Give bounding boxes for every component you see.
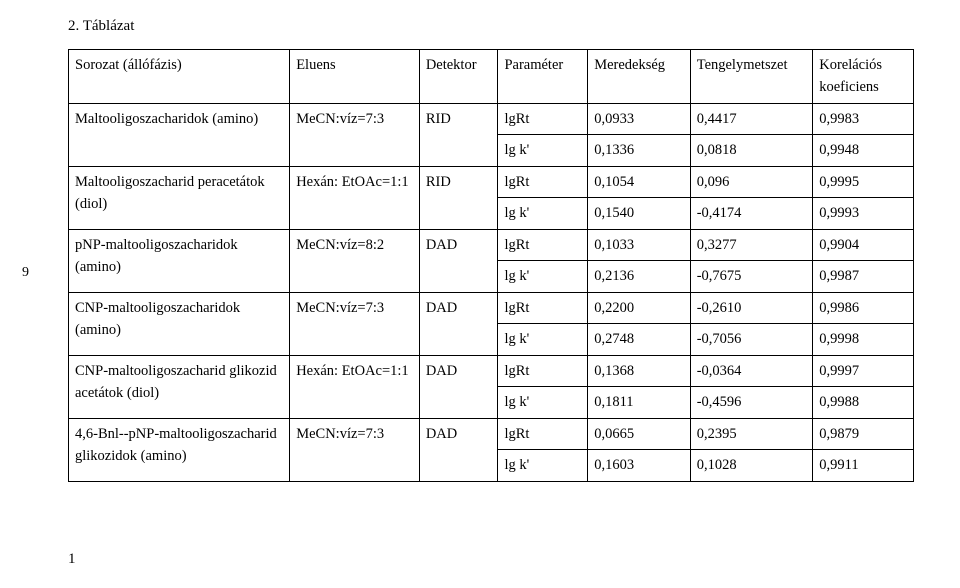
cell-series-line2: acetátok (diol) — [75, 385, 159, 401]
cell-param: lg k' — [498, 387, 588, 418]
cell-detector: DAD — [419, 229, 498, 292]
cell-corr: 0,9993 — [813, 198, 914, 229]
cell-intercept: 0,096 — [690, 166, 813, 197]
cell-corr: 0,9997 — [813, 355, 914, 386]
col-corr-line2: koeficiens — [819, 79, 879, 95]
table-row: CNP-maltooligoszacharid glikozid acetáto… — [69, 355, 914, 386]
col-detector: Detektor — [419, 50, 498, 104]
cell-param: lg k' — [498, 261, 588, 292]
col-param: Paraméter — [498, 50, 588, 104]
cell-slope: 0,2748 — [588, 324, 691, 355]
cell-corr: 0,9983 — [813, 103, 914, 134]
cell-param: lg k' — [498, 198, 588, 229]
cell-detector: RID — [419, 166, 498, 229]
table-row: pNP-maltooligoszacharidok (amino) MeCN:v… — [69, 229, 914, 260]
table-header-row: Sorozat (állófázis) Eluens Detektor Para… — [69, 50, 914, 104]
cell-series-line2: glikozidok (amino) — [75, 448, 187, 464]
cell-detector: DAD — [419, 418, 498, 481]
cell-intercept: -0,2610 — [690, 292, 813, 323]
cell-intercept: 0,0818 — [690, 135, 813, 166]
cell-slope: 0,2136 — [588, 261, 691, 292]
col-series: Sorozat (állófázis) — [69, 50, 290, 104]
table-row: Maltooligoszacharid peracetátok (diol) H… — [69, 166, 914, 197]
cell-series-line1: CNP-maltooligoszacharidok — [75, 300, 240, 316]
cell-slope: 0,1368 — [588, 355, 691, 386]
cell-corr: 0,9987 — [813, 261, 914, 292]
cell-series-line2: (diol) — [75, 196, 107, 212]
col-eluent: Eluens — [290, 50, 420, 104]
col-corr-line1: Korelációs — [819, 57, 882, 73]
cell-slope: 0,1540 — [588, 198, 691, 229]
cell-param: lg k' — [498, 450, 588, 481]
cell-param: lgRt — [498, 418, 588, 449]
cell-corr: 0,9904 — [813, 229, 914, 260]
cell-slope: 0,1811 — [588, 387, 691, 418]
col-intercept: Tengelymetszet — [690, 50, 813, 104]
cell-param: lg k' — [498, 324, 588, 355]
cell-eluent: MeCN:víz=7:3 — [290, 292, 420, 355]
cell-detector: DAD — [419, 292, 498, 355]
cell-eluent: Hexán: EtOAc=1:1 — [290, 355, 420, 418]
cell-series: CNP-maltooligoszacharid glikozid acetáto… — [69, 355, 290, 418]
col-slope: Meredekség — [588, 50, 691, 104]
cell-intercept: 0,1028 — [690, 450, 813, 481]
cell-detector: DAD — [419, 355, 498, 418]
cell-intercept: -0,4596 — [690, 387, 813, 418]
cell-corr: 0,9948 — [813, 135, 914, 166]
cell-param: lg k' — [498, 135, 588, 166]
cell-slope: 0,0933 — [588, 103, 691, 134]
cell-eluent: Hexán: EtOAc=1:1 — [290, 166, 420, 229]
cell-slope: 0,1054 — [588, 166, 691, 197]
cell-slope: 0,0665 — [588, 418, 691, 449]
table-row: Maltooligoszacharidok (amino) MeCN:víz=7… — [69, 103, 914, 134]
cell-intercept: -0,7056 — [690, 324, 813, 355]
cell-slope: 0,1033 — [588, 229, 691, 260]
cell-param: lgRt — [498, 166, 588, 197]
table-caption: 2. Táblázat — [68, 18, 914, 35]
cell-corr: 0,9998 — [813, 324, 914, 355]
cell-intercept: -0,0364 — [690, 355, 813, 386]
table-row: 4,6-Bnl--pNP-maltooligoszacharid glikozi… — [69, 418, 914, 449]
cell-series: Maltooligoszacharid peracetátok (diol) — [69, 166, 290, 229]
cell-eluent: MeCN:víz=7:3 — [290, 103, 420, 166]
cell-series-line2: (amino) — [75, 322, 121, 338]
cell-series: Maltooligoszacharidok (amino) — [69, 103, 290, 166]
cell-series-line1: CNP-maltooligoszacharid glikozid — [75, 363, 277, 379]
cell-series: 4,6-Bnl--pNP-maltooligoszacharid glikozi… — [69, 418, 290, 481]
cell-param: lgRt — [498, 355, 588, 386]
cell-series-line1: Maltooligoszacharid peracetátok — [75, 174, 265, 190]
cell-slope: 0,2200 — [588, 292, 691, 323]
data-table: Sorozat (állófázis) Eluens Detektor Para… — [68, 49, 914, 482]
cell-series-line1: 4,6-Bnl--pNP-maltooligoszacharid — [75, 426, 277, 442]
cell-param: lgRt — [498, 103, 588, 134]
footer-marker: 1 — [68, 551, 76, 568]
cell-param: lgRt — [498, 292, 588, 323]
table-row: CNP-maltooligoszacharidok (amino) MeCN:v… — [69, 292, 914, 323]
cell-corr: 0,9988 — [813, 387, 914, 418]
cell-detector: RID — [419, 103, 498, 166]
cell-series: pNP-maltooligoszacharidok (amino) — [69, 229, 290, 292]
cell-param: lgRt — [498, 229, 588, 260]
cell-slope: 0,1603 — [588, 450, 691, 481]
cell-eluent: MeCN:víz=7:3 — [290, 418, 420, 481]
cell-slope: 0,1336 — [588, 135, 691, 166]
cell-corr: 0,9986 — [813, 292, 914, 323]
cell-intercept: 0,3277 — [690, 229, 813, 260]
cell-intercept: -0,4174 — [690, 198, 813, 229]
cell-corr: 0,9995 — [813, 166, 914, 197]
cell-intercept: 0,4417 — [690, 103, 813, 134]
col-corr: Korelációs koeficiens — [813, 50, 914, 104]
cell-eluent: MeCN:víz=8:2 — [290, 229, 420, 292]
cell-intercept: 0,2395 — [690, 418, 813, 449]
cell-series: CNP-maltooligoszacharidok (amino) — [69, 292, 290, 355]
cell-corr: 0,9911 — [813, 450, 914, 481]
cell-intercept: -0,7675 — [690, 261, 813, 292]
cell-corr: 0,9879 — [813, 418, 914, 449]
page-number-side: 9 — [22, 265, 29, 281]
